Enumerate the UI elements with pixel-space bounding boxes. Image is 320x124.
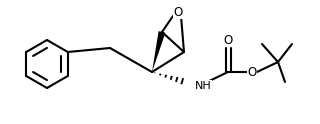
Text: O: O <box>223 33 233 46</box>
Text: O: O <box>247 65 257 78</box>
Text: NH: NH <box>195 81 212 91</box>
Text: O: O <box>173 5 183 18</box>
Polygon shape <box>152 31 165 72</box>
